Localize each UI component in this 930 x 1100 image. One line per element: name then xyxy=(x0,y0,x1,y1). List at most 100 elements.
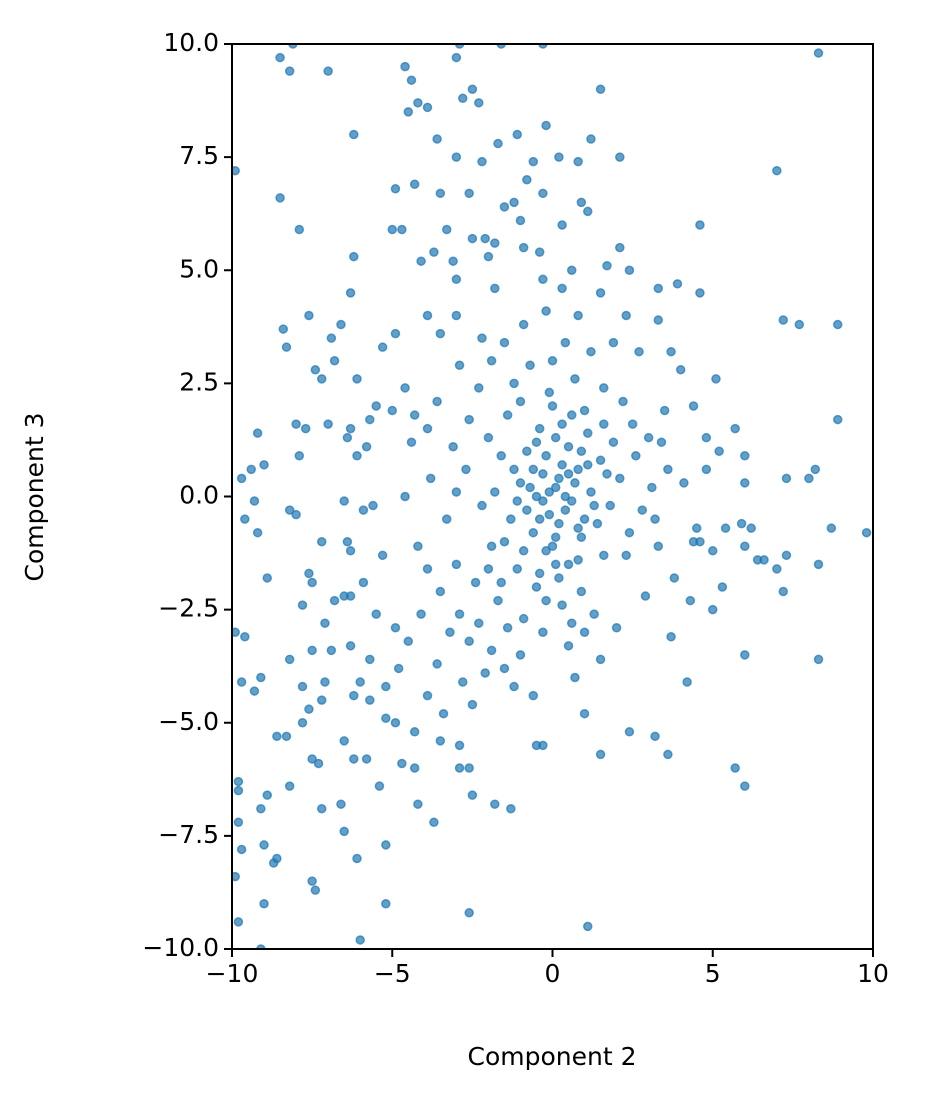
point xyxy=(608,337,619,348)
point xyxy=(579,514,590,524)
point xyxy=(518,319,529,330)
point xyxy=(701,432,712,443)
point xyxy=(586,134,596,144)
point xyxy=(522,446,532,456)
point xyxy=(275,193,285,203)
point xyxy=(547,401,558,411)
point xyxy=(477,500,487,511)
point xyxy=(583,460,593,470)
point xyxy=(310,365,321,375)
point xyxy=(477,333,487,343)
point xyxy=(573,310,583,321)
point xyxy=(496,577,506,588)
point xyxy=(448,256,458,266)
point xyxy=(323,419,333,429)
point xyxy=(740,781,750,791)
y-tick-label: 2.5 xyxy=(179,367,219,396)
point xyxy=(400,61,410,72)
point xyxy=(345,546,356,556)
point xyxy=(518,546,529,556)
point xyxy=(432,396,442,407)
point xyxy=(467,84,478,94)
point xyxy=(515,478,526,488)
point xyxy=(634,346,644,357)
point xyxy=(599,419,609,429)
point xyxy=(611,622,622,633)
point xyxy=(736,518,747,529)
point xyxy=(563,641,574,651)
points xyxy=(232,44,872,949)
point xyxy=(557,600,567,610)
point xyxy=(666,346,676,357)
point xyxy=(259,840,269,850)
point xyxy=(403,107,414,117)
point xyxy=(669,573,680,583)
point xyxy=(708,546,718,556)
point xyxy=(826,523,837,533)
point xyxy=(583,428,593,438)
point xyxy=(365,654,375,665)
point xyxy=(278,324,289,334)
point xyxy=(256,803,266,814)
point xyxy=(480,233,490,244)
point xyxy=(595,84,606,94)
point xyxy=(688,401,699,411)
point xyxy=(416,609,426,619)
point xyxy=(435,736,446,746)
point xyxy=(371,401,381,411)
point xyxy=(316,803,327,814)
point xyxy=(441,514,452,524)
point xyxy=(406,75,417,85)
point xyxy=(441,224,452,235)
point xyxy=(422,102,433,113)
point xyxy=(813,559,824,570)
point xyxy=(284,654,295,665)
point xyxy=(483,564,494,574)
point xyxy=(589,500,599,511)
point xyxy=(576,197,587,208)
y-tick-label: −5.0 xyxy=(158,707,219,736)
point xyxy=(387,224,397,235)
point xyxy=(371,609,381,619)
point xyxy=(320,618,330,628)
y-tick-label: −2.5 xyxy=(158,594,219,623)
point xyxy=(538,274,548,285)
y-tick-label: 5.0 xyxy=(179,254,219,283)
point xyxy=(368,500,378,511)
point xyxy=(570,374,580,384)
point xyxy=(246,464,256,475)
point xyxy=(252,428,263,438)
point xyxy=(528,690,539,701)
x-tick-label: 10 xyxy=(857,959,889,988)
point xyxy=(438,708,449,719)
point xyxy=(422,310,433,321)
point xyxy=(653,283,664,294)
point xyxy=(451,559,462,570)
point xyxy=(329,595,340,606)
point xyxy=(451,274,462,285)
point xyxy=(300,423,311,434)
point xyxy=(573,523,583,533)
point xyxy=(490,283,500,294)
point xyxy=(490,238,500,248)
point xyxy=(390,622,401,633)
point xyxy=(682,677,692,687)
point xyxy=(291,419,301,429)
point xyxy=(345,423,356,434)
point xyxy=(570,478,580,488)
point xyxy=(563,559,574,570)
y-tick-label: −10.0 xyxy=(142,933,219,962)
point xyxy=(499,337,510,348)
x-tick-label: −10 xyxy=(206,959,259,988)
point xyxy=(320,677,330,687)
point xyxy=(422,423,433,434)
point xyxy=(506,803,516,814)
point xyxy=(483,251,494,262)
point xyxy=(573,156,583,167)
point xyxy=(377,342,388,352)
point xyxy=(499,537,510,547)
point xyxy=(691,523,702,533)
point xyxy=(486,356,497,366)
point xyxy=(566,410,577,420)
point xyxy=(541,451,551,461)
